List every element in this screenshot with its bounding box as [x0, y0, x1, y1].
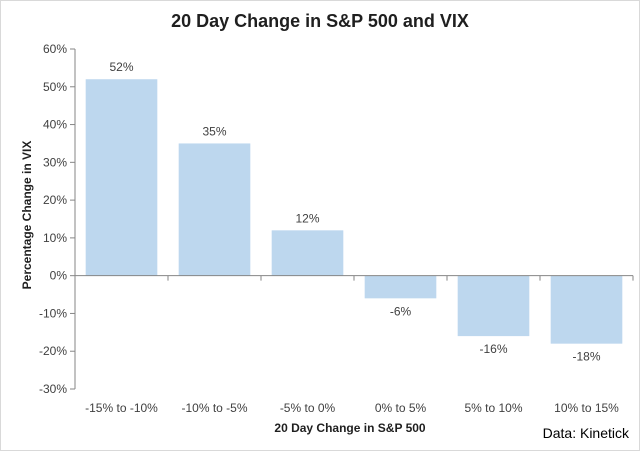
x-tick-label: 5% to 10%: [464, 401, 522, 415]
bar: [271, 230, 344, 276]
data-source-note: Data: Kinetick: [542, 425, 629, 441]
x-tick-label: 10% to 15%: [554, 401, 619, 415]
chart-title: 20 Day Change in S&P 500 and VIX: [171, 11, 469, 31]
bar: [85, 79, 158, 276]
y-tick-label: 30%: [43, 155, 67, 169]
x-axis-title: 20 Day Change in S&P 500: [274, 421, 426, 435]
x-tick-label: 0% to 5%: [375, 401, 427, 415]
x-tick-label: -5% to 0%: [280, 401, 336, 415]
y-tick-label: -30%: [39, 382, 67, 396]
y-tick-label: 60%: [43, 42, 67, 56]
y-tick-label: 0%: [50, 269, 68, 283]
y-tick-label: 40%: [43, 118, 67, 132]
bar: [178, 143, 251, 276]
x-tick-label: -10% to -5%: [181, 401, 247, 415]
y-tick-label: 10%: [43, 231, 67, 245]
bar: [457, 275, 530, 337]
bar: [550, 275, 623, 344]
data-label: -18%: [572, 350, 600, 364]
data-label: -6%: [390, 304, 412, 318]
y-axis-title: Percentage Change in VIX: [20, 141, 34, 290]
y-tick-label: 50%: [43, 80, 67, 94]
data-label: 12%: [295, 211, 319, 225]
y-tick-label: 20%: [43, 193, 67, 207]
data-label: -16%: [479, 342, 507, 356]
data-label: 52%: [109, 60, 133, 74]
data-label: 35%: [202, 124, 226, 138]
y-tick-label: -20%: [39, 344, 67, 358]
bar: [364, 275, 437, 299]
x-tick-label: -15% to -10%: [85, 401, 158, 415]
y-tick-label: -10%: [39, 306, 67, 320]
